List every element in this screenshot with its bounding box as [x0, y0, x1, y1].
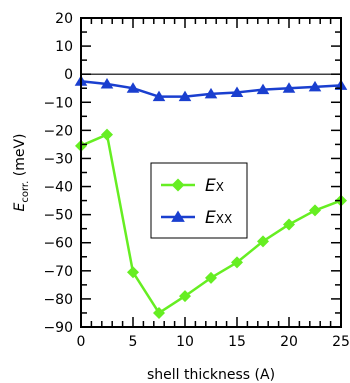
- legend-swatch-marker: [171, 178, 185, 192]
- series-ex-point: [179, 290, 191, 303]
- series-exx-point: [152, 90, 166, 102]
- series-ex-point: [153, 306, 165, 319]
- legend-item-ex: EX: [161, 176, 224, 196]
- series-exx-point: [100, 78, 114, 89]
- y-tick-label: −80: [43, 292, 73, 308]
- x-tick-label: 20: [280, 334, 298, 350]
- series-exx: [74, 75, 348, 102]
- x-tick-label: 0: [77, 334, 86, 350]
- legend-label: EX: [205, 176, 224, 196]
- y-axis-title: Ecorr. (meV): [12, 134, 31, 212]
- series-exx-point: [178, 90, 192, 102]
- series-ex-point: [231, 256, 243, 269]
- y-tick-label: −30: [43, 151, 73, 167]
- series-ex-point: [101, 128, 113, 141]
- series-exx-point: [204, 87, 218, 99]
- legend-label-sub: XX: [216, 212, 232, 226]
- x-axis-title: shell thickness (A): [147, 367, 275, 383]
- legend-label-main: E: [205, 176, 216, 196]
- x-tick-label: 25: [332, 334, 350, 350]
- y-axis-title-sub: corr.: [20, 181, 31, 203]
- legend-label-sub: X: [216, 180, 224, 194]
- y-tick-label: 10: [55, 39, 73, 55]
- y-axis-title-main: E: [12, 203, 28, 212]
- y-axis-title-unit: (meV): [12, 134, 28, 181]
- y-tick-label: −50: [43, 208, 73, 224]
- series-exx-point: [308, 80, 322, 92]
- y-tick-label: −60: [43, 236, 73, 252]
- series-exx-point: [126, 82, 140, 93]
- y-tick-label: −90: [43, 320, 73, 336]
- legend-label-main: E: [205, 208, 216, 228]
- y-tick-label: 20: [55, 11, 73, 27]
- x-tick-label: 15: [228, 334, 246, 350]
- series-ex-point: [205, 271, 217, 284]
- legend-item-exx: EXX: [161, 208, 232, 228]
- series-ex-point: [283, 218, 295, 231]
- legend-label: EXX: [205, 208, 232, 228]
- series-ex-point: [127, 266, 139, 279]
- y-tick-label: −70: [43, 264, 73, 280]
- legend-swatch-marker: [171, 210, 185, 222]
- legend-box: [150, 162, 248, 239]
- x-tick-label: 10: [176, 334, 194, 350]
- x-tick-label: 5: [129, 334, 138, 350]
- series-ex-point: [309, 204, 321, 217]
- y-tick-label: −10: [43, 95, 73, 111]
- y-tick-label: −40: [43, 180, 73, 196]
- series-exx-point: [256, 83, 270, 95]
- y-tick-label: 0: [64, 67, 73, 83]
- series-ex-point: [257, 235, 269, 248]
- series-exx-point: [230, 86, 244, 97]
- series-exx-point: [282, 82, 296, 93]
- y-tick-label: −20: [43, 123, 73, 139]
- series-ex: [75, 128, 347, 319]
